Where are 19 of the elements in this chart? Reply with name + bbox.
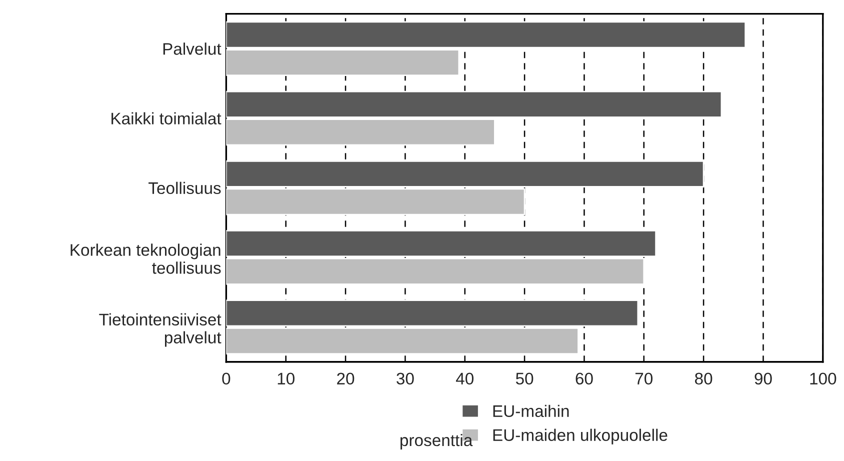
y-tick-label: Palvelut bbox=[163, 42, 222, 55]
x-tick-label: 60 bbox=[576, 372, 593, 385]
x-tick-label: 20 bbox=[337, 372, 354, 385]
x-tick-label: 0 bbox=[222, 372, 230, 385]
x-tick-label: 10 bbox=[278, 372, 294, 385]
x-tick-label: 90 bbox=[754, 372, 772, 385]
x-tick-label: 100 bbox=[810, 372, 836, 385]
y-tick-label: Kaikki toimialat bbox=[112, 112, 222, 124]
x-tick-label: 80 bbox=[695, 372, 712, 385]
y-tick-label: Korkean teknologian teollisuus bbox=[70, 244, 221, 274]
x-tick-label: 70 bbox=[635, 372, 653, 385]
x-axis-title: prosenttia bbox=[400, 434, 473, 450]
legend-label: EU-maiden ulkopuolelle bbox=[493, 428, 668, 444]
y-tick-label: Tietointensiiviset palvelut bbox=[99, 313, 222, 347]
y-tick-label: Teollisuus bbox=[148, 182, 221, 194]
x-tick-label: 50 bbox=[516, 372, 534, 385]
x-tick-label: 30 bbox=[396, 372, 414, 385]
legend-label: EU-maihin bbox=[493, 404, 569, 418]
x-tick-label: 40 bbox=[456, 372, 474, 385]
